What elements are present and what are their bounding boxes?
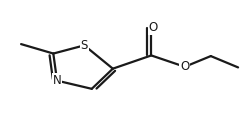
Text: N: N [53,74,62,87]
Text: S: S [81,39,88,52]
Text: O: O [149,21,158,34]
Text: O: O [180,60,189,73]
